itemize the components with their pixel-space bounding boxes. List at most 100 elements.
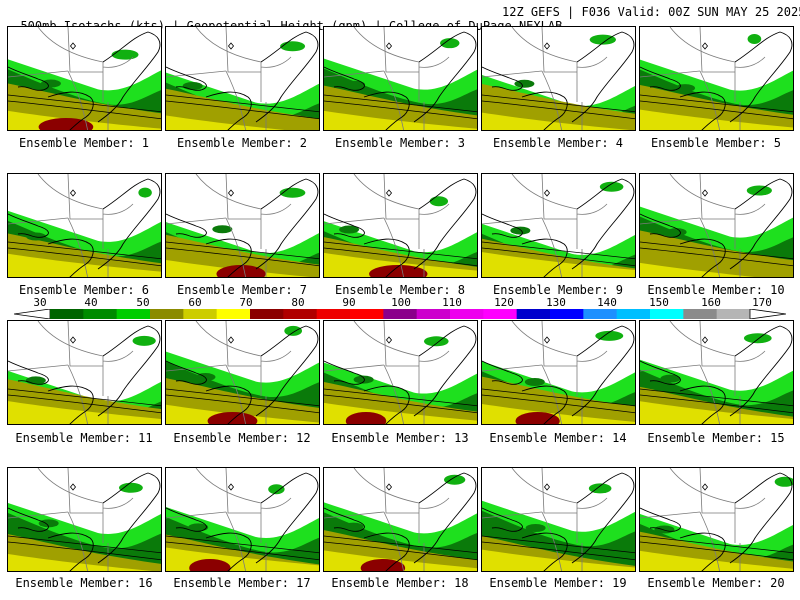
ensemble-member-label: Ensemble Member: 19 [489,576,627,590]
colorbar-swatch [250,309,284,319]
ensemble-member-label: Ensemble Member: 18 [331,576,469,590]
colorbar-swatch [583,309,618,319]
colorbar-swatch [183,309,218,319]
ensemble-member-label: Ensemble Member: 12 [173,431,311,445]
ensemble-map-16 [7,467,162,572]
colorbar-tick-label: 100 [391,296,411,309]
ensemble-map-3 [323,26,478,131]
map-shading [166,321,319,424]
header-run-info: 12Z GEFS | F036 Valid: 00Z SUN MAY 25 20… [502,5,800,19]
ensemble-member-label: Ensemble Member: 2 [176,136,308,150]
ensemble-member-label: Ensemble Member: 14 [489,431,627,445]
map-shading [640,321,793,424]
colorbar-tick-label: 90 [342,296,356,309]
ensemble-map-20 [639,467,794,572]
ensemble-member-label: Ensemble Member: 4 [492,136,624,150]
map-shading [8,27,161,130]
colorbar-tick-label: 140 [597,296,617,309]
ensemble-map-10 [639,173,794,278]
colorbar-swatch [450,309,484,319]
colorbar-swatch [383,309,418,319]
ensemble-member-label: Ensemble Member: 17 [173,576,311,590]
ensemble-map-6 [7,173,162,278]
colorbar-swatch [716,309,751,319]
colorbar-tick-label: 150 [649,296,669,309]
ensemble-member-label: Ensemble Member: 1 [18,136,150,150]
ensemble-member-label: Ensemble Member: 9 [492,283,624,297]
colorbar-swatch [616,309,651,319]
map-shading [482,27,635,130]
map-shading [8,174,161,277]
map-shading [482,321,635,424]
map-shading [324,468,477,571]
colorbar-swatch [83,309,118,319]
colorbar-swatch [483,309,518,319]
ensemble-map-13 [323,320,478,425]
ensemble-member-label: Ensemble Member: 16 [15,576,153,590]
ensemble-member-label: Ensemble Member: 8 [334,283,466,297]
colorbar-swatch [50,309,84,319]
map-shading [324,321,477,424]
ensemble-map-1 [7,26,162,131]
map-shading [324,174,477,277]
colorbar-swatch [650,309,684,319]
colorbar-right-arrow [749,309,786,319]
colorbar-swatch [283,309,318,319]
colorbar-left-arrow [14,309,51,319]
ensemble-map-12 [165,320,320,425]
ensemble-map-4 [481,26,636,131]
colorbar-tick-label: 120 [494,296,514,309]
map-shading [166,468,319,571]
ensemble-map-2 [165,26,320,131]
map-shading [8,321,161,424]
colorbar-swatch [516,309,551,319]
ensemble-member-label: Ensemble Member: 13 [331,431,469,445]
colorbar-tick-label: 30 [33,296,47,309]
colorbar-tick-label: 110 [442,296,462,309]
ensemble-map-14 [481,320,636,425]
colorbar-swatch [150,309,184,319]
ensemble-map-18 [323,467,478,572]
ensemble-member-label: Ensemble Member: 20 [647,576,785,590]
colorbar-swatch [316,309,351,319]
ensemble-member-label: Ensemble Member: 15 [647,431,785,445]
colorbar-tick-label: 80 [291,296,305,309]
map-shading [640,174,793,277]
ensemble-map-7 [165,173,320,278]
colorbar-swatch [683,309,718,319]
colorbar-tick-label: 70 [239,296,253,309]
ensemble-map-17 [165,467,320,572]
ensemble-map-11 [7,320,162,425]
colorbar-tick-label: 170 [752,296,772,309]
colorbar-swatch [416,309,451,319]
colorbar-swatch [116,309,151,319]
map-shading [640,27,793,130]
map-shading [482,468,635,571]
ensemble-member-label: Ensemble Member: 10 [647,283,785,297]
colorbar-swatch [550,309,584,319]
colorbar-swatch [350,309,384,319]
map-shading [640,468,793,571]
map-shading [166,27,319,130]
map-shading [482,174,635,277]
map-shading [166,174,319,277]
ensemble-map-5 [639,26,794,131]
ensemble-member-label: Ensemble Member: 6 [18,283,150,297]
ensemble-map-9 [481,173,636,278]
ensemble-map-8 [323,173,478,278]
ensemble-map-15 [639,320,794,425]
ensemble-member-label: Ensemble Member: 11 [15,431,153,445]
colorbar-tick-label: 50 [136,296,150,309]
colorbar-tick-label: 130 [546,296,566,309]
ensemble-member-label: Ensemble Member: 5 [650,136,782,150]
colorbar-tick-label: 40 [84,296,98,309]
colorbar-tick-label: 160 [701,296,721,309]
ensemble-member-label: Ensemble Member: 3 [334,136,466,150]
colorbar-swatch [216,309,251,319]
colorbar-tick-label: 60 [188,296,202,309]
ensemble-member-label: Ensemble Member: 7 [176,283,308,297]
ensemble-map-19 [481,467,636,572]
colorbar [14,309,786,319]
map-shading [324,27,477,130]
map-shading [8,468,161,571]
